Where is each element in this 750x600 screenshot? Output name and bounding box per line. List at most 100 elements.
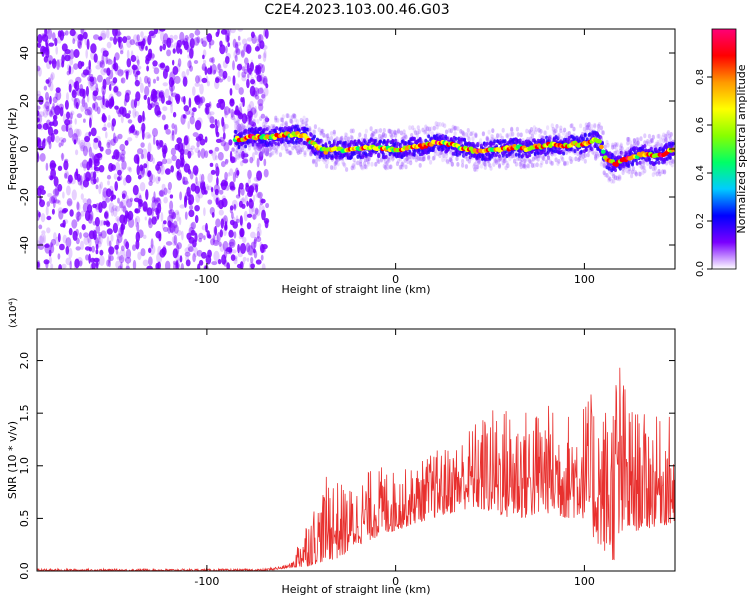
noise-speckle [64, 54, 71, 62]
noise-speckle [205, 183, 209, 192]
noise-speckle [211, 56, 215, 64]
signal-band [299, 137, 303, 142]
noise-speckle [215, 131, 220, 138]
noise-speckle [132, 34, 139, 45]
noise-speckle [114, 181, 118, 192]
noise-speckle [234, 41, 239, 49]
noise-speckle [247, 245, 254, 256]
noise-speckle [108, 240, 112, 247]
noise-speckle [50, 263, 54, 269]
signal-band [514, 152, 518, 157]
noise-speckle [98, 140, 102, 149]
signal-halo [259, 152, 263, 158]
noise-speckle [222, 132, 226, 140]
signal-halo [565, 160, 570, 166]
noise-speckle [59, 30, 65, 41]
spectrogram-xtick-label: 100 [574, 273, 595, 286]
noise-speckle [147, 81, 151, 88]
noise-speckle [147, 34, 152, 46]
noise-speckle [62, 137, 67, 143]
noise-speckle [200, 38, 204, 44]
noise-speckle [46, 201, 51, 207]
signal-halo [646, 161, 650, 166]
noise-speckle [37, 110, 40, 117]
noise-speckle [229, 29, 236, 34]
noise-speckle [101, 200, 107, 209]
signal-halo [506, 134, 510, 140]
noise-speckle [250, 263, 256, 269]
noise-speckle [157, 201, 160, 212]
noise-speckle [37, 153, 40, 163]
noise-speckle [199, 83, 204, 95]
noise-speckle [204, 190, 208, 195]
noise-speckle [37, 243, 45, 251]
signal-halo [259, 146, 263, 152]
signal-halo [383, 133, 387, 139]
noise-speckle [125, 70, 129, 80]
noise-speckle [215, 76, 222, 81]
noise-speckle [226, 35, 230, 43]
noise-speckle [236, 169, 240, 176]
noise-speckle [137, 251, 142, 261]
noise-speckle [104, 210, 109, 220]
noise-speckle [153, 101, 160, 107]
noise-speckle [123, 254, 127, 262]
noise-speckle [199, 173, 203, 184]
noise-speckle [116, 218, 120, 226]
noise-speckle [85, 86, 89, 97]
signal-halo [523, 157, 527, 163]
signal-halo [519, 132, 523, 138]
noise-speckle [123, 98, 127, 107]
noise-speckle [148, 256, 153, 266]
signal-halo [432, 125, 436, 131]
noise-speckle [142, 259, 149, 267]
noise-speckle [153, 197, 161, 202]
noise-speckle [82, 145, 88, 157]
noise-speckle [43, 259, 50, 265]
signal-halo [638, 171, 642, 177]
noise-speckle [238, 87, 244, 95]
signal-halo [288, 142, 292, 148]
noise-speckle [155, 207, 158, 216]
noise-speckle [150, 53, 155, 59]
signal-halo [429, 126, 434, 132]
noise-speckle [139, 126, 143, 134]
noise-speckle [93, 164, 97, 170]
noise-speckle [79, 232, 82, 239]
noise-speckle [100, 30, 107, 40]
noise-speckle [208, 41, 212, 49]
signal-halo [363, 133, 367, 139]
noise-speckle [50, 73, 54, 84]
noise-speckle [213, 226, 216, 235]
noise-speckle [91, 245, 95, 253]
noise-speckle [89, 117, 92, 128]
noise-speckle [155, 139, 159, 147]
noise-speckle [145, 45, 148, 51]
noise-speckle [69, 29, 76, 37]
noise-speckle [75, 211, 82, 221]
signal-halo [276, 118, 280, 123]
noise-speckle [256, 74, 262, 82]
signal-band [332, 141, 336, 146]
noise-speckle [259, 155, 264, 161]
signal-halo [236, 155, 240, 160]
noise-speckle [170, 147, 176, 156]
noise-speckle [161, 183, 166, 191]
noise-speckle [192, 165, 199, 176]
noise-speckle [194, 215, 199, 224]
spectrogram-ytick-label: -20 [18, 188, 31, 206]
noise-speckle [250, 79, 256, 85]
signal-halo [275, 145, 279, 151]
noise-speckle [230, 111, 236, 121]
noise-speckle [37, 260, 41, 269]
noise-speckle [123, 177, 127, 186]
signal-band [244, 144, 248, 149]
noise-speckle [108, 139, 112, 150]
noise-speckle [212, 150, 217, 161]
noise-speckle [223, 259, 228, 267]
signal-halo [464, 164, 468, 169]
signal-halo [334, 160, 338, 166]
signal-halo [258, 147, 262, 152]
noise-speckle [147, 170, 152, 177]
noise-speckle [140, 142, 145, 148]
